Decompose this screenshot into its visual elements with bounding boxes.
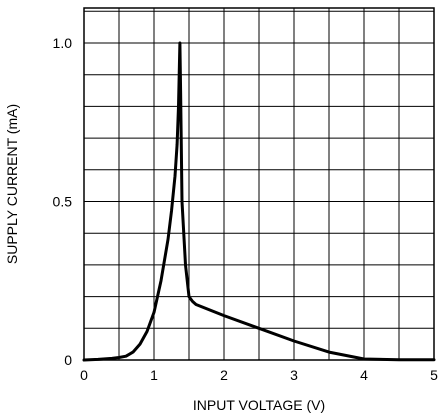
x-tick-label: 2	[220, 367, 228, 383]
y-axis-label: SUPPLY CURRENT (mA)	[4, 104, 20, 264]
grid-lines	[83, 8, 435, 361]
x-tick-label: 1	[150, 367, 158, 383]
x-tick-label: 0	[80, 367, 88, 383]
series-line	[82, 41, 436, 362]
y-tick-label: 0	[64, 352, 72, 368]
x-tick-label: 3	[290, 367, 298, 383]
x-tick-label: 4	[360, 367, 368, 383]
y-tick-label: 0.5	[53, 194, 73, 210]
y-tick-label: 1.0	[53, 35, 73, 51]
tick-labels: 0 1 2 3 4 5 0 0.5 1.0	[53, 35, 438, 383]
plot-frame	[83, 7, 435, 361]
x-tick-label: 5	[430, 367, 438, 383]
x-axis-label: INPUT VOLTAGE (V)	[193, 397, 325, 413]
